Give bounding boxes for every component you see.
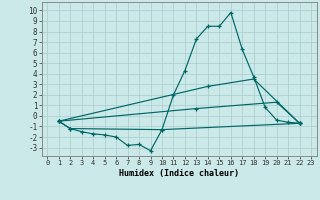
X-axis label: Humidex (Indice chaleur): Humidex (Indice chaleur) [119,169,239,178]
